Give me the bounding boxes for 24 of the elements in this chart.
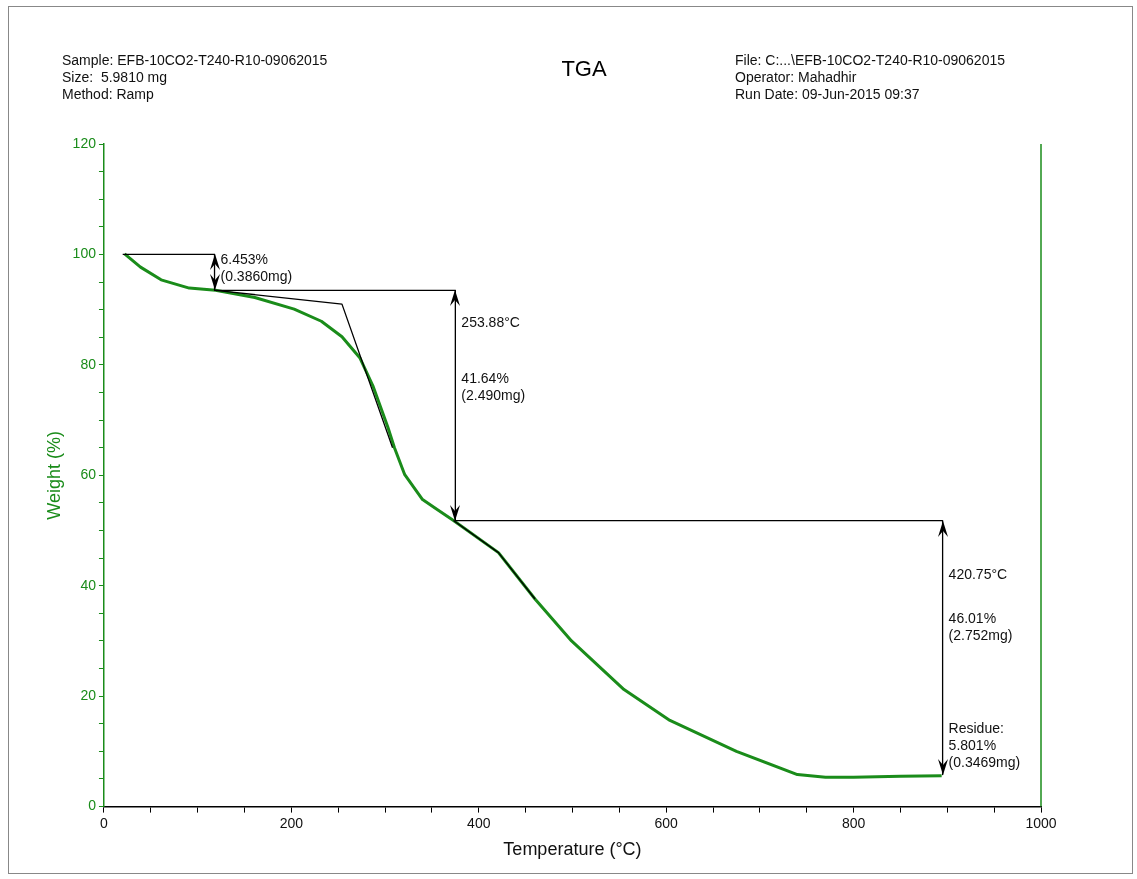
x-axis-title: Temperature (°C): [503, 839, 642, 860]
x-tick-label: 200: [279, 814, 304, 831]
y-tick-label: 60: [80, 466, 97, 483]
y-tick-label: 0: [88, 797, 97, 814]
x-tick-label: 0: [100, 814, 109, 831]
text: File: C:...\EFB-10CO2-T240-R10-09062015 Operator: Mahadhir Run Date: 09-Jun-2015 09:37: [735, 52, 1006, 103]
text: Sample: EFB-10CO2-T240-R10-09062015 Size: 5.9810 mg Method: Ramp: [62, 52, 328, 103]
annotation: 46.01% (2.752mg): [948, 609, 1013, 643]
x-tick-label: 400: [467, 814, 491, 831]
y-tick-label: 40: [80, 576, 97, 593]
y-tick-label: 100: [72, 245, 97, 262]
annotation: 6.453% (0.3860mg): [220, 250, 293, 284]
annotation: 253.88°C: [461, 314, 520, 331]
y-tick-label: 20: [80, 687, 97, 704]
x-tick-label: 1000: [1025, 814, 1057, 831]
annotation: Residue: 5.801% (0.3469mg): [948, 720, 1021, 771]
y-axis-title: Weight (%): [43, 430, 64, 520]
x-tick-label: 800: [841, 814, 866, 831]
chart-title: TGA: [560, 56, 608, 82]
annotation: 420.75°C: [948, 565, 1008, 582]
y-tick-label: 120: [72, 134, 97, 151]
x-tick-label: 600: [654, 814, 679, 831]
annotation: 41.64% (2.490mg): [461, 369, 526, 403]
y-tick-label: 80: [80, 355, 97, 372]
